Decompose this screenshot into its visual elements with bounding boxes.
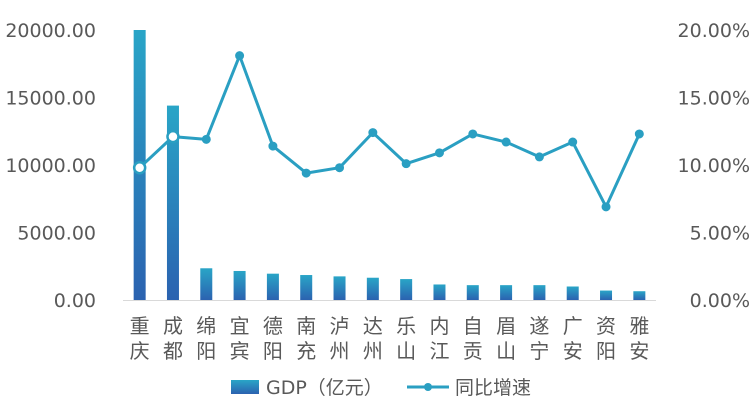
growth-point xyxy=(235,51,245,61)
x-category-label: 绵 xyxy=(196,314,216,338)
x-category-label: 南 xyxy=(296,314,316,338)
x-category-label: 成 xyxy=(163,314,183,338)
x-category-label: 州 xyxy=(330,339,350,363)
y-axis-right: 0.00% 5.00% 10.00% 15.00% 20.00% xyxy=(678,20,750,312)
growth-point xyxy=(368,128,378,138)
growth-point xyxy=(301,168,311,178)
y-left-tick-label: 5000.00 xyxy=(17,223,96,245)
x-category-label: 都 xyxy=(163,339,183,363)
gdp-bar xyxy=(166,105,179,300)
x-category-label: 乐 xyxy=(396,314,416,338)
gdp-bar xyxy=(300,275,313,300)
x-category-label: 阳 xyxy=(196,339,216,363)
x-category-label: 广 xyxy=(563,314,583,338)
y-axis-left: 0.00 5000.00 10000.00 15000.00 20000.00 xyxy=(5,20,96,312)
x-category-label: 山 xyxy=(396,339,416,363)
growth-point xyxy=(335,163,345,173)
x-category-label: 庆 xyxy=(130,339,150,363)
gdp-bar xyxy=(466,285,479,300)
x-category-label: 资 xyxy=(596,314,616,338)
gdp-bar xyxy=(200,268,213,300)
y-right-tick-label: 10.00% xyxy=(678,155,750,177)
x-category-label: 宁 xyxy=(529,339,549,363)
legend: GDP（亿元） 同比增速 xyxy=(231,377,531,399)
y-right-tick-label: 0.00% xyxy=(690,290,750,312)
x-category-label: 雅 xyxy=(629,314,649,338)
gdp-bar xyxy=(366,277,379,300)
gdp-bar xyxy=(433,284,446,300)
growth-point xyxy=(401,159,411,169)
gdp-bar xyxy=(266,273,279,300)
growth-point xyxy=(201,134,211,144)
y-right-tick-label: 5.00% xyxy=(690,223,750,245)
x-category-label: 眉 xyxy=(496,314,516,338)
y-left-tick-label: 20000.00 xyxy=(5,20,96,42)
gdp-bar xyxy=(233,270,246,300)
x-category-label: 州 xyxy=(363,339,383,363)
x-category-label: 山 xyxy=(496,339,516,363)
growth-line-series xyxy=(132,51,644,212)
growth-point xyxy=(132,160,147,175)
y-right-tick-label: 20.00% xyxy=(678,20,750,42)
gdp-bar xyxy=(533,285,546,300)
x-category-label: 安 xyxy=(629,339,649,363)
gdp-bar xyxy=(333,276,346,300)
growth-point xyxy=(534,152,544,162)
x-category-label: 泸 xyxy=(330,314,350,338)
x-category-label: 贡 xyxy=(463,339,483,363)
y-left-tick-label: 0.00 xyxy=(54,290,96,312)
growth-point xyxy=(166,129,180,144)
x-category-label: 德 xyxy=(263,314,283,338)
x-category-label: 充 xyxy=(296,339,316,363)
x-category-label: 江 xyxy=(429,339,449,363)
growth-point xyxy=(501,137,511,147)
growth-point xyxy=(434,148,444,158)
gdp-bar xyxy=(600,290,613,300)
x-category-label: 阳 xyxy=(596,339,616,363)
x-category-label: 遂 xyxy=(529,314,549,338)
y-left-tick-label: 15000.00 xyxy=(5,88,96,110)
x-category-label: 宾 xyxy=(230,339,250,363)
y-left-tick-label: 10000.00 xyxy=(5,155,96,177)
growth-point xyxy=(634,129,644,139)
growth-point xyxy=(568,137,578,147)
x-category-label: 阳 xyxy=(263,339,283,363)
gdp-bars xyxy=(133,30,646,300)
x-category-label: 达 xyxy=(363,314,383,338)
x-category-label: 安 xyxy=(563,339,583,363)
growth-point xyxy=(468,129,478,139)
gdp-bar xyxy=(633,291,646,300)
x-category-label: 宜 xyxy=(230,314,250,338)
legend-line-marker xyxy=(424,383,432,391)
x-category-label: 自 xyxy=(463,314,483,338)
legend-line-label: 同比增速 xyxy=(455,377,531,399)
x-category-label: 重 xyxy=(130,314,150,338)
growth-line xyxy=(138,54,641,209)
x-category-label: 内 xyxy=(429,314,449,338)
gdp-bar xyxy=(400,279,413,300)
y-right-tick-label: 15.00% xyxy=(678,88,750,110)
growth-point xyxy=(601,202,611,212)
gdp-bar xyxy=(566,286,579,300)
growth-point xyxy=(268,141,278,151)
legend-bar-label: GDP（亿元） xyxy=(266,377,383,399)
gdp-bar xyxy=(500,285,513,300)
legend-bar-swatch xyxy=(231,380,259,394)
